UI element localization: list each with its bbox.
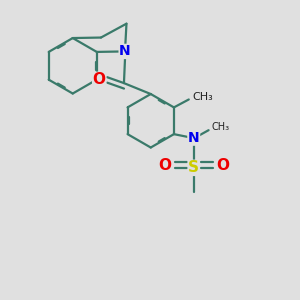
Text: CH₃: CH₃ [212, 122, 230, 132]
Text: N: N [188, 131, 200, 145]
Text: O: O [216, 158, 229, 173]
Text: O: O [158, 158, 172, 173]
Text: O: O [93, 72, 106, 87]
Text: S: S [188, 160, 199, 175]
Text: N: N [119, 44, 131, 58]
Text: CH₃: CH₃ [193, 92, 214, 101]
